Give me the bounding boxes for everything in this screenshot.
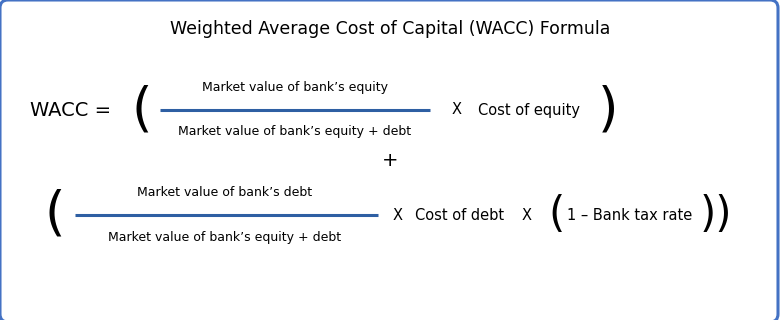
Text: Market value of bank’s equity: Market value of bank’s equity	[202, 82, 388, 94]
Text: (: (	[44, 189, 66, 241]
Text: 1 – Bank tax rate: 1 – Bank tax rate	[567, 207, 693, 222]
Text: )): ))	[700, 194, 732, 236]
Text: Market value of bank’s equity + debt: Market value of bank’s equity + debt	[108, 230, 342, 244]
Text: Market value of bank’s debt: Market value of bank’s debt	[137, 187, 313, 199]
Text: +: +	[381, 150, 399, 170]
Text: Cost of debt: Cost of debt	[415, 207, 504, 222]
Text: X: X	[393, 207, 403, 222]
Text: Market value of bank’s equity + debt: Market value of bank’s equity + debt	[179, 125, 412, 139]
Text: (: (	[132, 84, 152, 136]
Text: Weighted Average Cost of Capital (WACC) Formula: Weighted Average Cost of Capital (WACC) …	[170, 20, 610, 38]
Text: X: X	[452, 102, 462, 117]
Text: X: X	[522, 207, 532, 222]
Text: (: (	[548, 194, 564, 236]
Text: Cost of equity: Cost of equity	[478, 102, 580, 117]
Text: ): )	[597, 84, 619, 136]
Text: WACC =: WACC =	[30, 100, 111, 119]
